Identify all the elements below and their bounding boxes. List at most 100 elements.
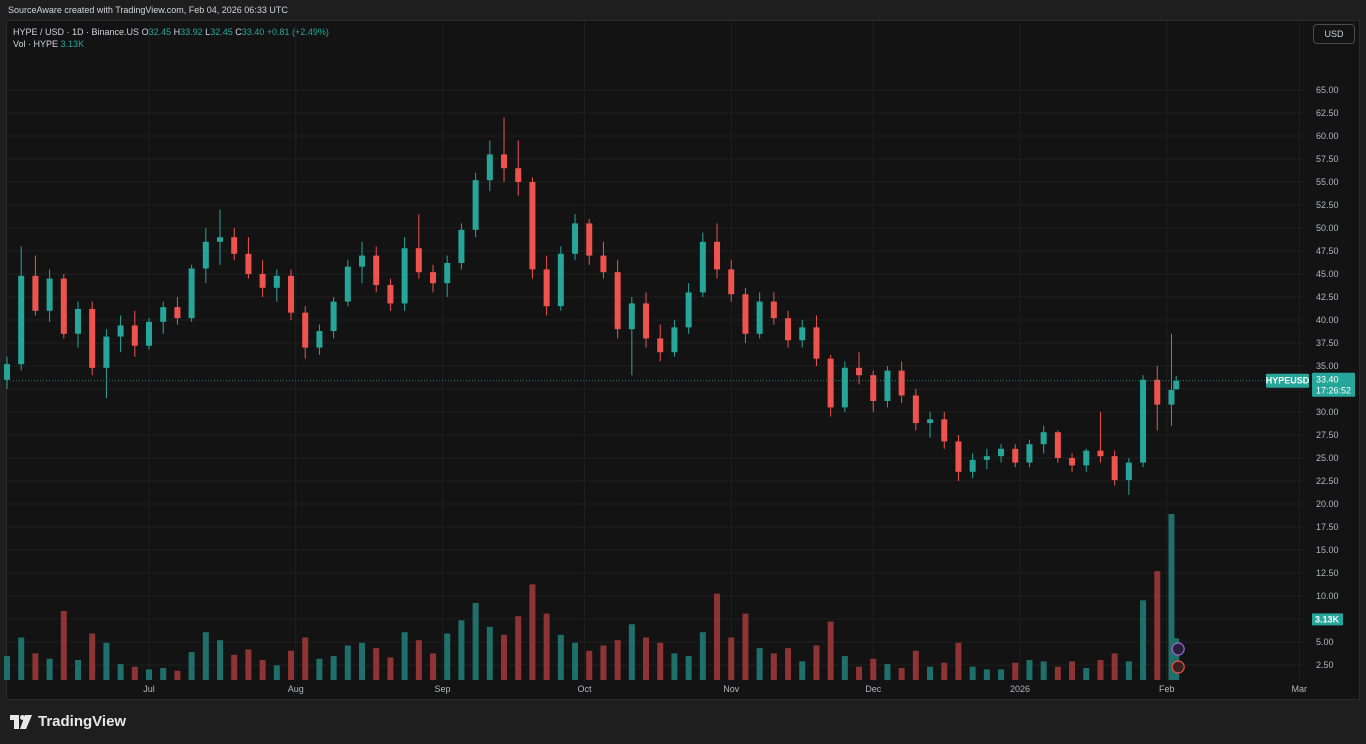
y-tick-label: 15.00 <box>1316 545 1339 555</box>
volume-bar <box>472 602 479 680</box>
volume-bar <box>998 669 1005 680</box>
candle-body <box>174 307 181 319</box>
x-tick-label: Feb <box>1159 684 1175 694</box>
volume-bar <box>728 637 735 680</box>
candle-body <box>330 301 337 332</box>
volume-bar <box>202 632 209 680</box>
candle-body <box>401 248 408 304</box>
candle-body <box>1125 462 1132 481</box>
y-tick-label: 65.00 <box>1316 85 1339 95</box>
candle-body <box>785 318 792 341</box>
candle-body <box>543 269 550 307</box>
candle-body <box>614 272 621 330</box>
volume-bar <box>46 658 53 680</box>
candle-body <box>955 441 962 472</box>
candle-body <box>983 456 990 460</box>
x-tick-label: Mar <box>1292 684 1308 694</box>
candle-body <box>202 241 209 269</box>
candle-body <box>18 275 25 365</box>
volume-bar <box>430 653 437 680</box>
candle-body <box>387 285 394 304</box>
price-tag-countdown: 17:26:52 <box>1316 386 1351 396</box>
candle-body <box>643 303 650 339</box>
volume-bar <box>1173 638 1180 680</box>
candle-body <box>444 262 451 284</box>
candle-body <box>1097 450 1104 457</box>
volume-bar <box>288 650 295 680</box>
event-marker-icon <box>1171 642 1185 656</box>
y-tick-label: 37.50 <box>1316 338 1339 348</box>
earnings-marker-icon <box>1171 660 1185 674</box>
volume-bar <box>18 637 25 680</box>
volume-bar <box>4 656 10 680</box>
volume-bars <box>4 514 1180 680</box>
candle-body <box>1026 444 1033 463</box>
symbol-tag-text: HYPEUSD <box>1266 376 1310 386</box>
candle-body <box>46 278 53 311</box>
volume-bar <box>117 664 124 680</box>
volume-bar <box>614 640 621 680</box>
ohlc-row: HYPE / USD · 1D · Binance.US O32.45 H33.… <box>13 26 329 38</box>
volume-bar <box>600 645 607 680</box>
volume-bar <box>160 668 167 680</box>
volume-bar <box>32 653 39 680</box>
candle-body <box>969 459 976 472</box>
footer-bar <box>0 700 1366 744</box>
volume-bar <box>131 666 138 680</box>
volume-bar <box>387 657 394 680</box>
candle-body <box>1140 379 1147 463</box>
volume-bar <box>671 653 678 680</box>
y-tick-label: 52.50 <box>1316 200 1339 210</box>
candle-body <box>870 375 877 401</box>
x-tick-label: Jul <box>143 684 155 694</box>
volume-bar <box>174 670 181 680</box>
volume-bar <box>1097 660 1104 680</box>
volume-bar <box>373 648 380 680</box>
candle-body <box>628 303 635 330</box>
volume-bar <box>969 666 976 680</box>
currency-button[interactable]: USD <box>1313 24 1355 44</box>
volume-tag-bg <box>1312 613 1343 626</box>
chart-frame[interactable] <box>6 20 1360 700</box>
volume-bar <box>856 666 863 680</box>
x-tick-label: Aug <box>288 684 304 694</box>
y-tick-label: 27.50 <box>1316 430 1339 440</box>
y-tick-label: 45.00 <box>1316 269 1339 279</box>
volume-bar <box>770 653 777 680</box>
volume-bar <box>401 632 408 680</box>
candle-body <box>1012 448 1019 463</box>
x-tick-label: 2026 <box>1010 684 1030 694</box>
candle-body <box>1154 379 1161 405</box>
volume-bar <box>557 634 564 680</box>
volume-bar <box>245 649 252 680</box>
candle-body <box>799 327 806 341</box>
volume-bar <box>529 584 536 680</box>
candle-body <box>770 301 777 319</box>
volume-bar <box>912 650 919 680</box>
y-tick-label: 40.00 <box>1316 315 1339 325</box>
symbol-label[interactable]: HYPE / USD · 1D · Binance.US <box>13 27 140 37</box>
candle-body <box>1083 450 1090 466</box>
x-tick-label: Nov <box>723 684 740 694</box>
volume-bar <box>827 621 834 680</box>
high-value: 33.92 <box>180 27 203 37</box>
tradingview-logo[interactable]: TradingView <box>10 713 126 730</box>
open-label: O <box>141 27 149 37</box>
candle-body <box>231 237 238 254</box>
volume-bar <box>884 664 891 680</box>
volume-bar <box>302 637 309 680</box>
volume-bar <box>941 662 948 680</box>
candle-body <box>557 253 564 307</box>
candle-body <box>898 370 905 396</box>
volume-bar <box>1054 666 1061 680</box>
volume-bar <box>785 648 792 680</box>
candle-body <box>430 272 437 284</box>
candle-body <box>1111 456 1118 481</box>
volume-label[interactable]: Vol · HYPE <box>13 39 59 49</box>
x-tick-label: Dec <box>865 684 882 694</box>
candle-body <box>160 307 167 322</box>
candle-body <box>217 237 224 242</box>
candle-body <box>714 241 721 270</box>
high-label: H <box>173 27 181 37</box>
